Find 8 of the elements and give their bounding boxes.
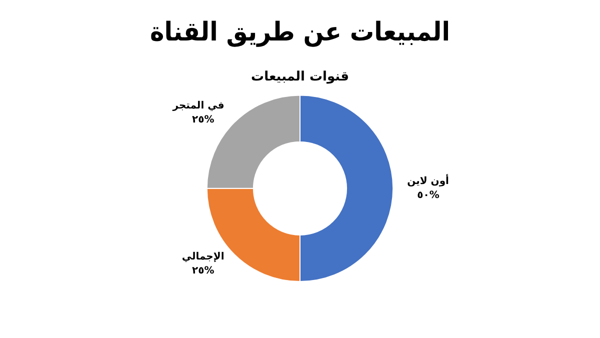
data-label: ٢٥%: [192, 114, 214, 126]
slice-label: أون لاين: [407, 174, 449, 187]
slice-label: في المتجر: [172, 100, 224, 112]
chart-subtitle: قنوات المبيعات: [251, 69, 349, 84]
chart-title: المبيعات عن طريق القناة: [150, 16, 450, 48]
slice-label: الإجمالي: [182, 252, 224, 263]
data-label: ٥٠%: [417, 190, 440, 201]
data-label: ٢٥%: [192, 266, 214, 277]
